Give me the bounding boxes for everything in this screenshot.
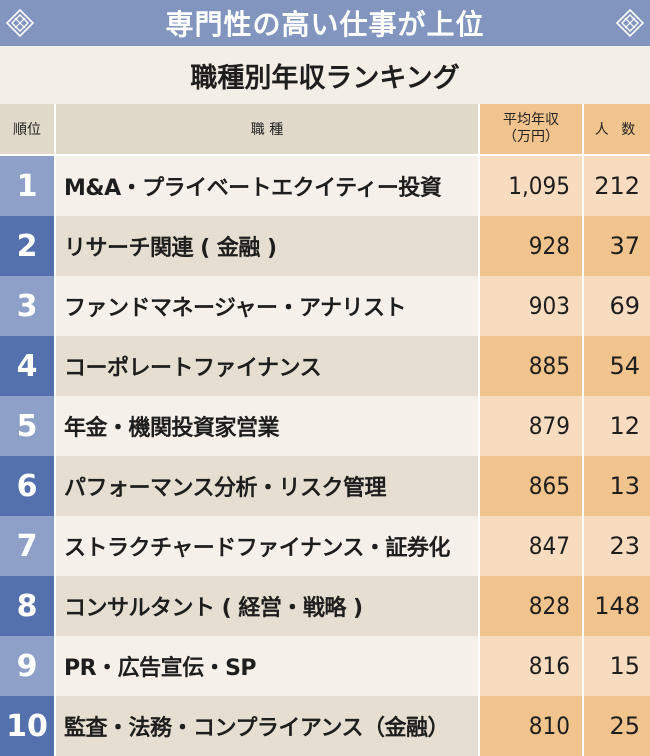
- job-cell: ファンドマネージャー・アナリスト: [54, 276, 478, 336]
- rank-cell: 4: [0, 336, 54, 396]
- title-banner: 専門性の高い仕事が上位: [0, 0, 650, 46]
- count-cell: 15: [582, 636, 650, 696]
- job-cell: コンサルタント ( 経営・戦略 ): [54, 576, 478, 636]
- salary-cell: 810: [478, 696, 582, 756]
- table-row: 8 コンサルタント ( 経営・戦略 ) 828 148: [0, 576, 650, 636]
- subtitle-row: 職種別年収ランキング: [0, 46, 650, 104]
- salary-cell: 879: [478, 396, 582, 456]
- count-cell: 25: [582, 696, 650, 756]
- header-salary-line2: （万円）: [503, 129, 559, 145]
- count-cell: 12: [582, 396, 650, 456]
- ranking-table: 順位 職 種 平均年収 （万円） 人 数 1 M&A・プライベートエクイティー投…: [0, 104, 650, 756]
- header-salary: 平均年収 （万円）: [478, 104, 582, 156]
- count-cell: 212: [582, 156, 650, 216]
- diamond-ornament-icon: [616, 9, 644, 37]
- salary-cell: 865: [478, 456, 582, 516]
- banner-title: 専門性の高い仕事が上位: [165, 8, 485, 41]
- job-cell: PR・広告宣伝・SP: [54, 636, 478, 696]
- rank-cell: 6: [0, 456, 54, 516]
- job-cell: コーポレートファイナンス: [54, 336, 478, 396]
- count-cell: 37: [582, 216, 650, 276]
- salary-cell: 828: [478, 576, 582, 636]
- count-cell: 148: [582, 576, 650, 636]
- table-row: 6 パフォーマンス分析・リスク管理 865 13: [0, 456, 650, 516]
- rank-cell: 5: [0, 396, 54, 456]
- header-rank: 順位: [0, 104, 54, 156]
- table-row: 1 M&A・プライベートエクイティー投資 1,095 212: [0, 156, 650, 216]
- rank-cell: 7: [0, 516, 54, 576]
- job-cell: M&A・プライベートエクイティー投資: [54, 156, 478, 216]
- rank-cell: 1: [0, 156, 54, 216]
- table-row: 4 コーポレートファイナンス 885 54: [0, 336, 650, 396]
- salary-cell: 847: [478, 516, 582, 576]
- count-cell: 54: [582, 336, 650, 396]
- salary-cell: 816: [478, 636, 582, 696]
- table-row: 5 年金・機関投資家営業 879 12: [0, 396, 650, 456]
- salary-cell: 1,095: [478, 156, 582, 216]
- table-row: 9 PR・広告宣伝・SP 816 15: [0, 636, 650, 696]
- header-job: 職 種: [54, 104, 478, 156]
- page-subtitle: 職種別年収ランキング: [190, 62, 460, 94]
- salary-cell: 885: [478, 336, 582, 396]
- header-salary-line1: 平均年収: [503, 112, 559, 128]
- count-cell: 13: [582, 456, 650, 516]
- count-cell: 69: [582, 276, 650, 336]
- job-cell: 監査・法務・コンプライアンス（金融）: [54, 696, 478, 756]
- table-row: 10 監査・法務・コンプライアンス（金融） 810 25: [0, 696, 650, 756]
- job-cell: パフォーマンス分析・リスク管理: [54, 456, 478, 516]
- rank-cell: 3: [0, 276, 54, 336]
- job-cell: ストラクチャードファイナンス・証券化: [54, 516, 478, 576]
- rank-cell: 9: [0, 636, 54, 696]
- rank-cell: 10: [0, 696, 54, 756]
- job-cell: 年金・機関投資家営業: [54, 396, 478, 456]
- rank-cell: 2: [0, 216, 54, 276]
- count-cell: 23: [582, 516, 650, 576]
- rank-cell: 8: [0, 576, 54, 636]
- table-row: 7 ストラクチャードファイナンス・証券化 847 23: [0, 516, 650, 576]
- salary-cell: 903: [478, 276, 582, 336]
- table-row: 2 リサーチ関連 ( 金融 ) 928 37: [0, 216, 650, 276]
- table-header: 順位 職 種 平均年収 （万円） 人 数: [0, 104, 650, 156]
- diamond-ornament-icon: [6, 9, 34, 37]
- header-count: 人 数: [582, 104, 650, 156]
- table-row: 3 ファンドマネージャー・アナリスト 903 69: [0, 276, 650, 336]
- job-cell: リサーチ関連 ( 金融 ): [54, 216, 478, 276]
- salary-cell: 928: [478, 216, 582, 276]
